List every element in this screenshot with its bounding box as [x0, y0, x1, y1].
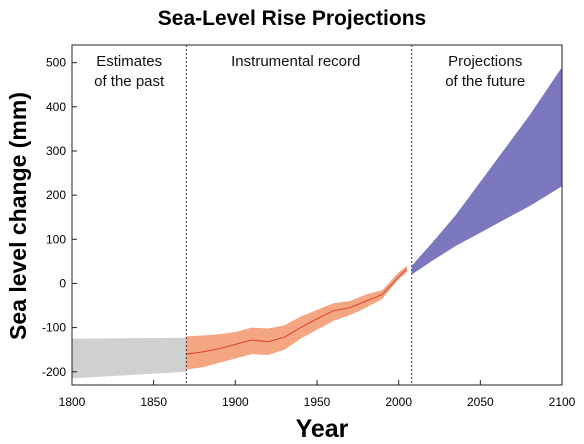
y-axis: -200 -100 0 100 200 300 400 500	[42, 56, 77, 379]
band-series-0	[72, 337, 187, 379]
y-axis-label: Sea level change (mm)	[5, 92, 31, 340]
y-tick-label: 0	[59, 276, 66, 290]
region-label-1-line-0: Instrumental record	[231, 53, 360, 70]
x-tick-label: 2050	[467, 395, 494, 409]
x-tick-label: 2100	[549, 395, 576, 409]
y-tick-label: 500	[46, 56, 66, 70]
x-axis: 1800 1850 1900 1950 2000 2050 2100	[59, 380, 576, 409]
y-tick-label: -200	[42, 365, 66, 379]
region-labels: Estimates of the past Instrumental record P…	[94, 53, 525, 90]
y-tick-label: 200	[46, 188, 66, 202]
x-tick-label: 1900	[222, 395, 249, 409]
band-series-1	[186, 265, 407, 370]
divider-lines	[185, 45, 413, 385]
y-tick-label: 300	[46, 144, 66, 158]
y-tick-label: 400	[46, 100, 66, 114]
chart-title: Sea-Level Rise Projections	[158, 7, 426, 30]
plot-area	[72, 67, 562, 379]
y-tick-label: 100	[46, 232, 66, 246]
band-series-2	[411, 67, 562, 275]
center-line-series-1	[186, 268, 408, 355]
x-tick-label: 2000	[385, 395, 412, 409]
x-tick-label: 1800	[59, 395, 86, 409]
x-tick-label: 1850	[140, 395, 167, 409]
x-tick-label: 1950	[304, 395, 331, 409]
y-tick-label: -100	[42, 321, 66, 335]
x-axis-label: Year	[296, 415, 349, 443]
region-label-0-line-0: Estimates	[96, 53, 162, 70]
region-label-2-line-0: Projections	[448, 53, 522, 70]
region-label-2-line-1: of the future	[445, 73, 525, 90]
region-label-0-line-1: of the past	[94, 73, 165, 90]
